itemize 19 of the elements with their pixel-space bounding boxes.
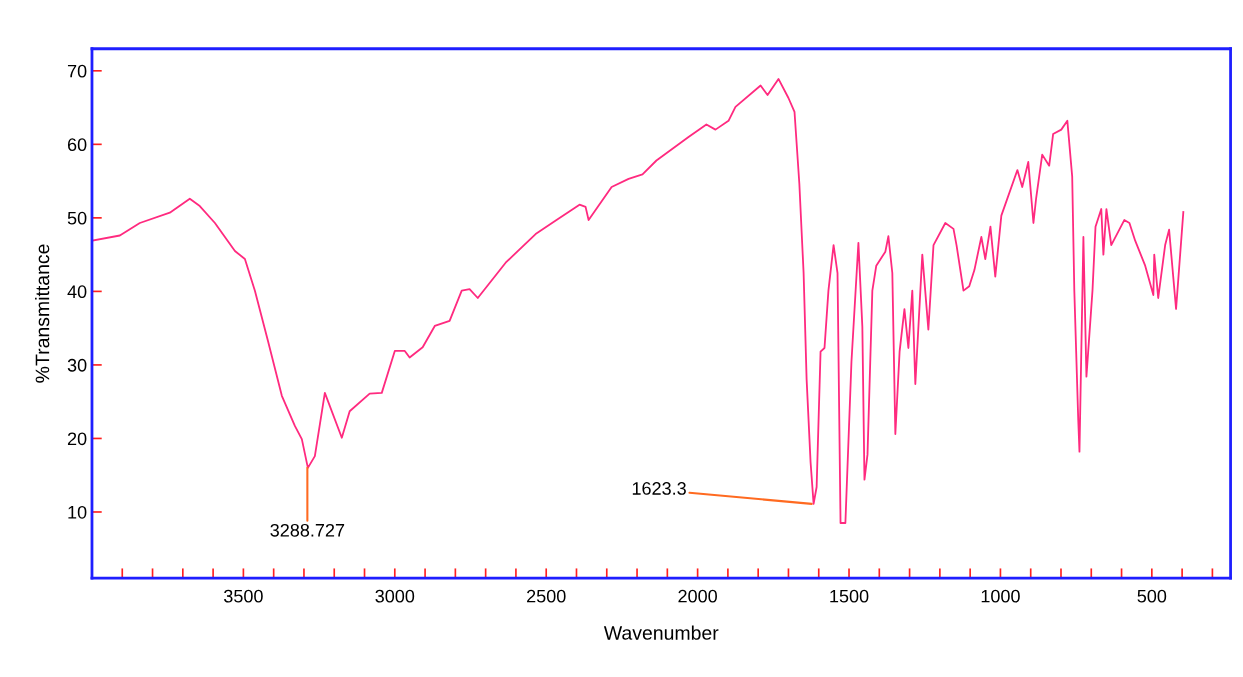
x-tick-label: 500 bbox=[1137, 589, 1167, 603]
x-tick-label: 3500 bbox=[224, 589, 263, 603]
y-tick-label: 20 bbox=[67, 432, 87, 446]
x-tick-label: 2500 bbox=[527, 589, 566, 603]
y-tick-label: 40 bbox=[67, 285, 87, 299]
x-axis-title: Wavenumber bbox=[603, 625, 719, 640]
annotation: 3288.727 bbox=[270, 523, 345, 537]
y-tick-label: 60 bbox=[67, 138, 87, 152]
x-tick-label: 1500 bbox=[830, 589, 869, 603]
line-series bbox=[91, 77, 1185, 524]
x-tick-label: 2000 bbox=[678, 589, 717, 603]
annotation: 1623.3 bbox=[632, 482, 686, 495]
x-tick-label: 1000 bbox=[981, 589, 1020, 603]
y-tick-label: 10 bbox=[68, 505, 87, 519]
x-tick-label: 3000 bbox=[375, 589, 415, 603]
y-tick-label: 70 bbox=[67, 64, 87, 78]
y-tick-label: 30 bbox=[67, 358, 87, 372]
y-tick-label: 50 bbox=[67, 211, 87, 225]
y-axis-title: %Transmittance bbox=[35, 244, 50, 383]
